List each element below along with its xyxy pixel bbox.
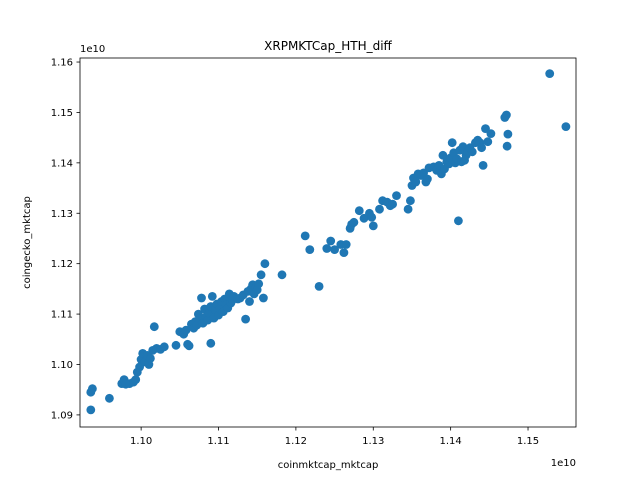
scatter-point xyxy=(197,293,206,303)
scatter-point xyxy=(184,341,194,351)
scatter-point xyxy=(354,206,364,216)
scatter-point xyxy=(131,375,141,384)
x-offset-label: 1e10 xyxy=(551,458,576,469)
scatter-point xyxy=(339,248,349,257)
scatter-point xyxy=(256,270,266,280)
scatter-point xyxy=(477,143,486,153)
y-offset-label: 1e10 xyxy=(80,44,105,55)
x-tick-label: 1.13 xyxy=(362,436,384,447)
scatter-point xyxy=(423,174,432,184)
scatter-point xyxy=(467,147,477,157)
scatter-point xyxy=(181,325,191,335)
scatter-point xyxy=(392,191,401,201)
scatter-point xyxy=(454,216,463,226)
y-tick-label: 1.14 xyxy=(51,158,73,169)
scatter-point xyxy=(486,129,496,139)
y-tick-label: 1.16 xyxy=(51,58,73,69)
scatter-point xyxy=(86,405,96,415)
scatter-point xyxy=(260,259,270,269)
scatter-point xyxy=(146,354,155,363)
chart-title: XRPMKTCap_HTH_diff xyxy=(264,39,392,53)
scatter-point xyxy=(483,137,493,147)
scatter-point xyxy=(438,150,448,160)
scatter-point xyxy=(171,340,181,350)
scatter-point xyxy=(259,293,268,303)
scatter-point xyxy=(241,314,251,324)
scatter-point xyxy=(305,245,315,255)
y-tick-label: 1.11 xyxy=(51,310,73,321)
scatter-point xyxy=(326,236,336,246)
scatter-point xyxy=(478,161,488,170)
scatter-point xyxy=(159,342,169,352)
scatter-point xyxy=(105,393,114,403)
scatter-point xyxy=(403,204,413,214)
x-tick-label: 1.10 xyxy=(130,436,152,447)
scatter-point xyxy=(277,270,287,280)
x-axis-ticks: 1.10 1.11 1.12 1.13 1.14 1.15 xyxy=(130,427,539,447)
scatter-point xyxy=(502,141,512,151)
scatter-point xyxy=(149,322,159,332)
scatter-point xyxy=(314,282,324,291)
scatter-point xyxy=(207,292,217,301)
scatter-point xyxy=(368,221,378,231)
scatter-point xyxy=(447,138,457,148)
y-tick-label: 1.12 xyxy=(51,259,73,270)
scatter-point xyxy=(503,129,513,139)
y-axis-ticks: 1.09 1.10 1.11 1.12 1.13 1.14 1.15 1.16 xyxy=(51,58,80,421)
scatter-point xyxy=(300,231,310,241)
scatter-point xyxy=(375,204,384,214)
scatter-point xyxy=(245,297,254,306)
plot-frame xyxy=(79,57,577,428)
scatter-point xyxy=(411,177,421,187)
scatter-point xyxy=(206,338,216,348)
scatter-point xyxy=(349,217,359,227)
scatter-point xyxy=(545,69,555,78)
scatter-point xyxy=(502,110,511,120)
scatter-point xyxy=(254,279,264,289)
scatter-point xyxy=(367,212,377,222)
x-tick-label: 1.11 xyxy=(207,436,229,447)
scatter-point xyxy=(388,199,397,209)
scatter-point xyxy=(341,240,351,249)
y-axis-label: coingecko_mktcap xyxy=(22,196,33,289)
scatter-point xyxy=(406,196,415,206)
x-tick-label: 1.15 xyxy=(517,436,539,447)
y-tick-label: 1.10 xyxy=(51,360,73,371)
x-tick-label: 1.14 xyxy=(440,436,462,447)
y-tick-label: 1.09 xyxy=(51,410,73,421)
x-axis-label: coinmktcap_mktcap xyxy=(278,460,379,471)
scatter-point xyxy=(561,122,571,131)
y-tick-label: 1.15 xyxy=(51,108,73,119)
x-tick-label: 1.12 xyxy=(285,436,307,447)
points-layer xyxy=(86,69,571,415)
scatter-point xyxy=(330,245,339,255)
scatter-point xyxy=(88,384,97,394)
y-tick-label: 1.13 xyxy=(51,209,73,220)
scatter-point xyxy=(322,244,332,253)
